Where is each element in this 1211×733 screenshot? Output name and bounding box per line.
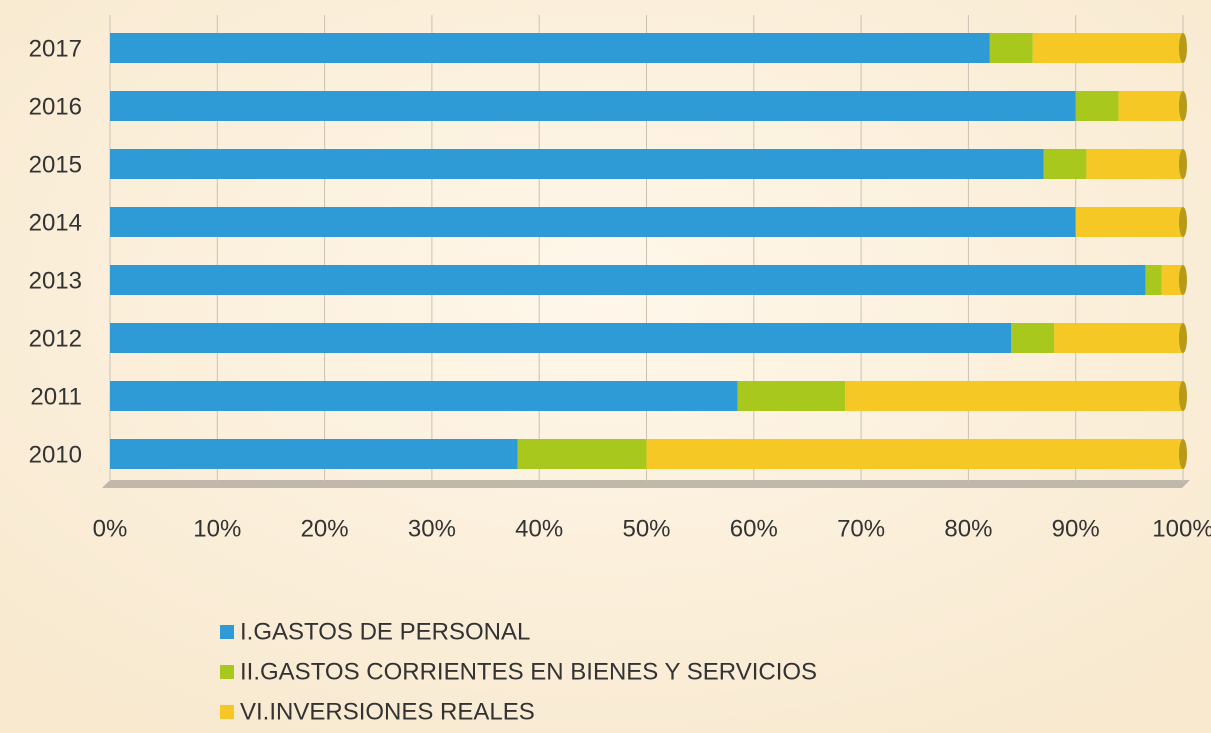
- bar-segment: [1145, 265, 1162, 295]
- bar-segment: [646, 439, 1183, 469]
- bar-segment: [1086, 149, 1183, 179]
- y-tick-label: 2014: [29, 209, 82, 236]
- bar-segment: [110, 207, 1076, 237]
- bar-segment: [110, 33, 990, 63]
- bar-segment: [989, 33, 1033, 63]
- x-tick-label: 0%: [93, 515, 128, 542]
- x-tick-label: 70%: [837, 515, 885, 542]
- bar-segment: [845, 381, 1183, 411]
- y-tick-label: 2015: [29, 151, 82, 178]
- legend-swatch: [220, 705, 234, 719]
- x-tick-label: 80%: [944, 515, 992, 542]
- floor: [102, 480, 1190, 488]
- bar-cap: [1179, 207, 1187, 237]
- x-tick-label: 60%: [730, 515, 778, 542]
- bar-segment: [1054, 323, 1183, 353]
- x-tick-label: 10%: [193, 515, 241, 542]
- bar-segment: [1075, 91, 1119, 121]
- bar-segment: [1043, 149, 1087, 179]
- bar-segment: [1032, 33, 1183, 63]
- legend-swatch: [220, 665, 234, 679]
- x-tick-label: 50%: [622, 515, 670, 542]
- bar-cap: [1179, 91, 1187, 121]
- bar-cap: [1179, 33, 1187, 63]
- x-tick-label: 90%: [1052, 515, 1100, 542]
- bar-cap: [1179, 381, 1187, 411]
- bar-cap: [1179, 265, 1187, 295]
- bar-segment: [110, 265, 1146, 295]
- bar-segment: [1011, 323, 1055, 353]
- bar-segment: [1075, 207, 1183, 237]
- legend-label: II.GASTOS CORRIENTES EN BIENES Y SERVICI…: [240, 658, 817, 685]
- y-tick-label: 2012: [29, 325, 82, 352]
- legend-label: I.GASTOS DE PERSONAL: [240, 618, 530, 645]
- bar-segment: [110, 439, 518, 469]
- bar-cap: [1179, 323, 1187, 353]
- bar-segment: [110, 323, 1012, 353]
- bar-segment: [110, 91, 1076, 121]
- bar-cap: [1179, 439, 1187, 469]
- bar-cap: [1179, 149, 1187, 179]
- bar-segment: [1161, 265, 1183, 295]
- y-tick-label: 2016: [29, 93, 82, 120]
- legend-swatch: [220, 625, 234, 639]
- bar-segment: [110, 149, 1044, 179]
- y-tick-label: 2017: [29, 35, 82, 62]
- legend-label: VI.INVERSIONES REALES: [240, 698, 535, 725]
- x-tick-label: 30%: [408, 515, 456, 542]
- x-tick-label: 100%: [1152, 515, 1211, 542]
- x-tick-label: 40%: [515, 515, 563, 542]
- y-tick-label: 2013: [29, 267, 82, 294]
- bar-segment: [517, 439, 647, 469]
- bar-segment: [737, 381, 846, 411]
- bar-segment: [1118, 91, 1183, 121]
- bar-segment: [110, 381, 738, 411]
- x-tick-label: 20%: [301, 515, 349, 542]
- y-tick-label: 2011: [30, 383, 82, 410]
- y-tick-label: 2010: [29, 441, 82, 468]
